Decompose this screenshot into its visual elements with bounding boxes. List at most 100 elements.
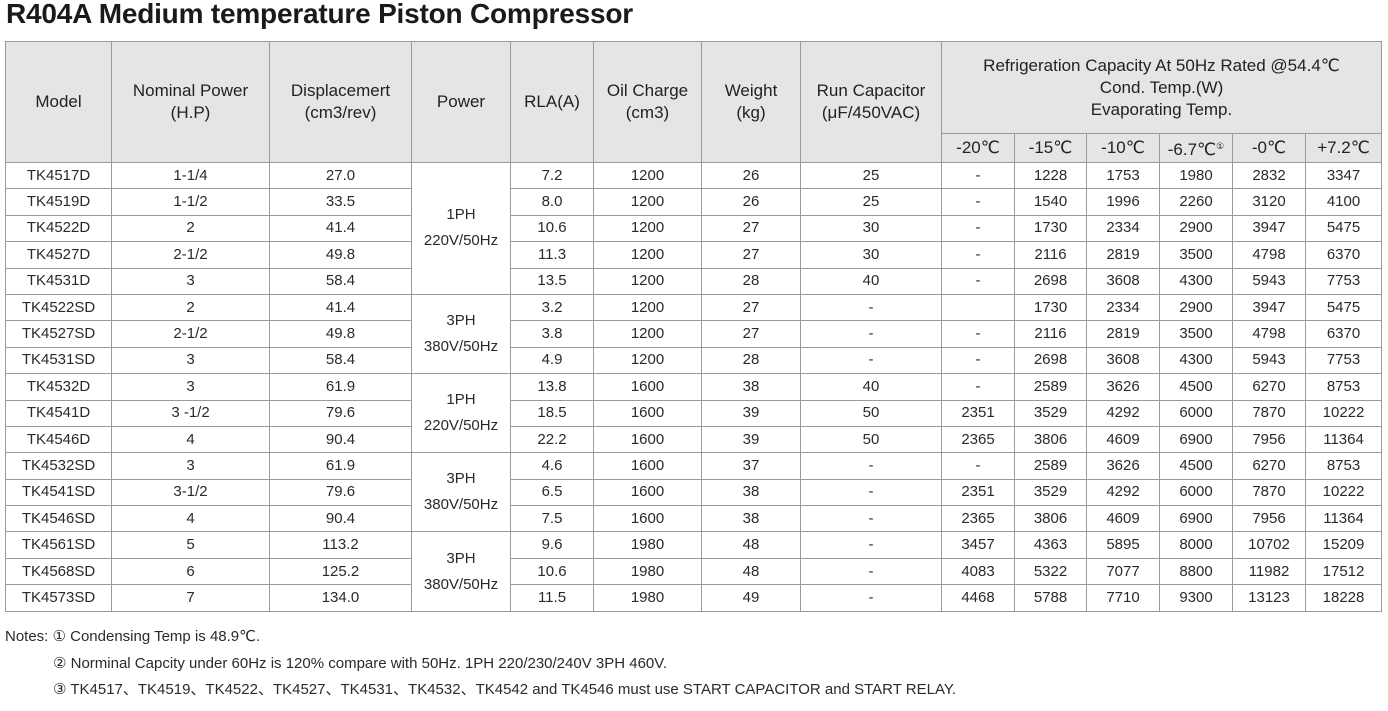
table-body: TK4517D 1-1/4 27.0 1PH 220V/50Hz 7.2 1200 26 25-… [5, 161, 1383, 612]
cell-model: TK4531D [5, 267, 112, 295]
header-run-capacitor-line2: (μF/450VAC) [821, 103, 921, 122]
cell-capacity: - [941, 452, 1015, 480]
cell-run-capacitor: 25 [800, 188, 942, 216]
cell-capacity: 3947 [1232, 293, 1306, 322]
cell-capacity: 2589 [1014, 452, 1087, 480]
cell-capacity: 10702 [1232, 531, 1306, 559]
cell-capacity: 4609 [1086, 425, 1160, 454]
cell-nominal-power: 1-1/4 [111, 161, 270, 190]
cell-capacity: 4500 [1159, 373, 1233, 401]
note-line: ③ TK4517、TK4519、TK4522、TK4527、TK4531、TK4… [53, 681, 957, 698]
cell-capacity: 11364 [1304, 505, 1383, 533]
cell-rla: 13.5 [510, 267, 594, 295]
cell-weight: 39 [701, 399, 801, 427]
cell-capacity: 3347 [1304, 161, 1383, 190]
table-row: TK4527SD 2-1/2 49.8 3.8 1200 27- -2116 2819 3500… [5, 320, 1383, 348]
cell-capacity: 3500 [1159, 320, 1233, 348]
cell-capacity [941, 293, 1015, 322]
cell-run-capacitor: - [800, 478, 942, 507]
cell-weight: 48 [701, 557, 801, 586]
cell-capacity: - [941, 241, 1015, 269]
cell-capacity: 5475 [1304, 293, 1383, 322]
cell-capacity: 2819 [1086, 241, 1160, 269]
cell-model: TK4531SD [5, 346, 112, 375]
cell-rla: 4.6 [510, 452, 594, 480]
cell-model: TK4541D [5, 399, 112, 427]
cell-run-capacitor: - [800, 584, 942, 612]
table-row: TK4522SD 2 41.4 3PH 380V/50Hz 3.2 1200 27-1730 2… [5, 293, 1383, 375]
cell-capacity: 1996 [1086, 188, 1160, 216]
cell-model: TK4546SD [5, 505, 112, 533]
cell-capacity: 2351 [941, 399, 1015, 427]
cell-weight: 37 [701, 452, 801, 480]
cell-weight: 38 [701, 505, 801, 533]
cell-capacity: 4083 [941, 557, 1015, 586]
cell-nominal-power: 5 [111, 531, 270, 559]
cell-run-capacitor: 50 [800, 425, 942, 454]
cell-capacity: 2900 [1159, 214, 1233, 243]
cell-capacity: 2698 [1014, 346, 1087, 375]
header-rla: RLA(A) [510, 41, 594, 163]
cell-displacement: 49.8 [269, 241, 412, 269]
cell-power-voltage: 380V/50Hz [423, 496, 499, 514]
cell-capacity: 2589 [1014, 373, 1087, 401]
cell-weight: 27 [701, 293, 801, 322]
cell-displacement: 79.6 [269, 399, 412, 427]
cell-displacement: 58.4 [269, 346, 412, 375]
cell-capacity: - [941, 161, 1015, 190]
cell-rla: 3.8 [510, 320, 594, 348]
cell-model: TK4568SD [5, 557, 112, 586]
cell-rla: 10.6 [510, 557, 594, 586]
cell-capacity: - [941, 214, 1015, 243]
cell-run-capacitor: 30 [800, 241, 942, 269]
cell-rla: 11.5 [510, 584, 594, 612]
cell-oil-charge: 1600 [593, 478, 702, 507]
cell-oil-charge: 1200 [593, 214, 702, 243]
cell-capacity: 10222 [1304, 399, 1383, 427]
cell-capacity: 7710 [1086, 584, 1160, 612]
cell-power-voltage: 380V/50Hz [423, 338, 499, 356]
cell-capacity: 2365 [941, 425, 1015, 454]
cell-oil-charge: 1200 [593, 267, 702, 295]
header-model: Model [5, 41, 112, 163]
cell-weight: 26 [701, 161, 801, 190]
table-row: TK4546SD 4 90.4 7.5 1600 38-2365 3806 4609 6900 7… [5, 505, 1383, 533]
note-line: Notes: ① Condensing Temp is 48.9℃. [5, 628, 261, 645]
cell-capacity: 4300 [1159, 346, 1233, 375]
note-line: ② Norminal Capcity under 60Hz is 120% co… [53, 654, 668, 672]
cell-capacity: 4500 [1159, 452, 1233, 480]
cell-capacity: 9300 [1159, 584, 1233, 612]
header-evap-temp: -20℃ [941, 133, 1015, 163]
cell-oil-charge: 1200 [593, 346, 702, 375]
cell-rla: 8.0 [510, 188, 594, 216]
cell-capacity: 15209 [1304, 531, 1383, 559]
cell-displacement: 61.9 [269, 452, 412, 480]
cell-displacement: 41.4 [269, 214, 412, 243]
cell-nominal-power: 3 [111, 346, 270, 375]
cell-capacity: 1228 [1014, 161, 1087, 190]
cell-capacity: 13123 [1232, 584, 1306, 612]
table-row: TK4561SD 5 113.2 3PH 380V/50Hz 9.6 1980 48-3457… [5, 531, 1383, 612]
cell-model: TK4519D [5, 188, 112, 216]
header-run-capacitor: Run Capacitor (μF/450VAC) [800, 41, 942, 163]
cell-nominal-power: 2 [111, 293, 270, 322]
cell-model: TK4517D [5, 161, 112, 190]
cell-capacity: 17512 [1304, 557, 1383, 586]
cell-power-voltage: 220V/50Hz [423, 417, 499, 435]
table-row: TK4532D 3 61.9 1PH 220V/50Hz 13.8 1600 38 40-258… [5, 373, 1383, 454]
cell-capacity: 2116 [1014, 241, 1087, 269]
compressor-spec-table: Model Nominal Power (H.P) Displacemert (… [5, 41, 1383, 612]
cell-run-capacitor: - [800, 320, 942, 348]
cell-capacity: 7077 [1086, 557, 1160, 586]
cell-nominal-power: 3-1/2 [111, 478, 270, 507]
cell-power: 1PH 220V/50Hz [411, 162, 511, 295]
cell-displacement: 41.4 [269, 293, 412, 322]
cell-displacement: 49.8 [269, 320, 412, 348]
header-capacity-line1: Refrigeration Capacity At 50Hz Rated @54… [983, 55, 1340, 75]
cell-weight: 28 [701, 346, 801, 375]
cell-displacement: 113.2 [269, 531, 412, 559]
cell-capacity: 3529 [1014, 478, 1087, 507]
cell-rla: 7.5 [510, 505, 594, 533]
cell-capacity: 7956 [1232, 505, 1306, 533]
cell-nominal-power: 4 [111, 425, 270, 454]
